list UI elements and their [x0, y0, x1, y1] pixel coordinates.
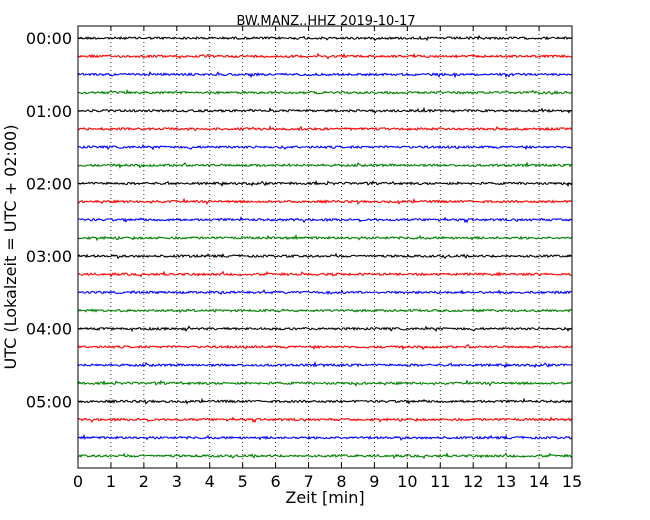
x-grid	[110, 26, 540, 468]
x-tick-label: 15	[562, 472, 582, 491]
seismogram-trace	[77, 88, 573, 96]
seismogram-trace	[77, 125, 573, 132]
x-tick-label: 1	[106, 472, 116, 491]
seismogram-trace	[77, 307, 573, 314]
seismogram-trace	[77, 360, 573, 369]
x-tick-label: 0	[73, 472, 83, 491]
y-tick-label: 03:00	[26, 247, 72, 266]
x-tick-label: 12	[463, 472, 483, 491]
seismogram-trace	[77, 452, 573, 460]
seismogram-trace	[77, 379, 573, 387]
seismogram-trace	[77, 416, 573, 424]
chart-title: BW.MANZ..HHZ 2019-10-17	[236, 14, 415, 29]
x-tick-label: 9	[369, 472, 379, 491]
y-axis-label: UTC (Lokalzeit = UTC + 02:00)	[1, 125, 20, 370]
seismogram-trace	[77, 252, 573, 260]
x-tick-label: 4	[205, 472, 215, 491]
x-axis: 0 1 2 3 4 5 6 7 8 9 10 11 12 13 14 15	[73, 26, 582, 491]
x-tick-label: 10	[397, 472, 417, 491]
seismogram-trace	[77, 179, 573, 188]
seismogram-trace	[77, 143, 573, 151]
seismogram-trace	[77, 325, 573, 333]
seismogram-trace	[77, 216, 573, 224]
y-tick-label: 02:00	[26, 174, 72, 193]
y-tick-label: 01:00	[26, 102, 72, 121]
x-tick-label: 13	[496, 472, 516, 491]
x-tick-label: 6	[271, 472, 281, 491]
seismogram-trace	[77, 343, 573, 351]
x-tick-label: 8	[336, 472, 346, 491]
seismogram-trace	[77, 52, 573, 60]
seismogram-traces	[77, 34, 573, 460]
x-axis-label: Zeit [min]	[285, 488, 364, 507]
seismogram-trace	[77, 289, 573, 296]
seismogram-trace	[77, 433, 573, 441]
seismogram-trace	[77, 397, 573, 405]
x-tick-label: 2	[139, 472, 149, 491]
x-tick-label: 5	[238, 472, 248, 491]
plot-frame	[77, 25, 573, 469]
y-tick-label: 05:00	[26, 392, 72, 411]
seismogram-trace	[77, 71, 573, 79]
seismogram-trace	[77, 106, 573, 115]
seismogram-trace	[77, 270, 573, 278]
x-tick-label: 11	[430, 472, 450, 491]
x-tick-label: 14	[529, 472, 549, 491]
seismogram-trace	[77, 197, 573, 205]
seismogram-trace	[77, 161, 573, 169]
seismogram-trace	[77, 34, 573, 42]
y-tick-label: 04:00	[26, 320, 72, 339]
y-tick-label: 00:00	[26, 29, 72, 48]
x-tick-label: 7	[303, 472, 313, 491]
y-axis: 00:00 01:00 02:00 03:00 04:00 05:00	[26, 29, 572, 411]
x-tick-label: 3	[172, 472, 182, 491]
seismogram-trace	[77, 233, 573, 242]
